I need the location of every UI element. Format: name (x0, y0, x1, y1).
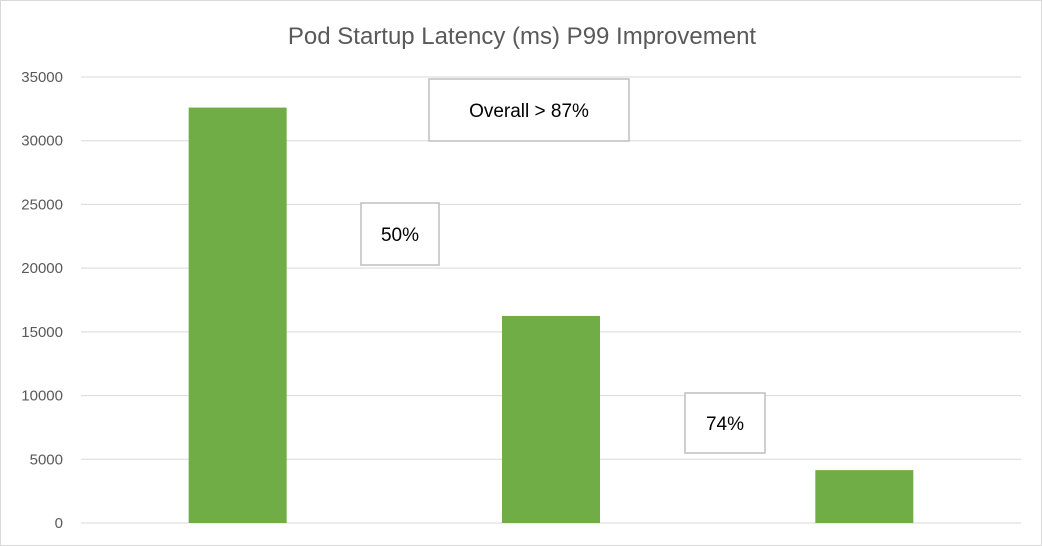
bars (188, 107, 914, 523)
bar (815, 470, 914, 523)
annotation-box (428, 78, 630, 142)
y-tick-label: 20000 (21, 260, 63, 277)
y-tick-label: 35000 (21, 69, 63, 86)
annotation-box (360, 202, 440, 266)
annotations: Overall > 87% 50% 74% (360, 78, 766, 454)
bar (188, 107, 287, 523)
annotation-label: 74% (706, 414, 744, 435)
bar (502, 315, 600, 523)
annotation-callout: 50% (360, 202, 440, 266)
annotation-label: 50% (381, 225, 419, 246)
y-tick-label: 0 (55, 515, 63, 532)
annotation-callout: 74% (684, 392, 766, 454)
annotation-callout: Overall > 87% (428, 78, 630, 142)
y-tick-label: 15000 (21, 324, 63, 341)
annotation-box (684, 392, 766, 454)
chart-title: Pod Startup Latency (ms) P99 Improvement (288, 23, 757, 50)
annotation-label: Overall > 87% (469, 101, 589, 122)
y-axis-ticks: 0 5000 10000 15000 20000 25000 30000 35000 (21, 69, 63, 532)
y-tick-label: 25000 (21, 196, 63, 213)
y-tick-label: 5000 (30, 451, 63, 468)
y-tick-label: 10000 (21, 388, 63, 405)
y-tick-label: 30000 (21, 133, 63, 150)
